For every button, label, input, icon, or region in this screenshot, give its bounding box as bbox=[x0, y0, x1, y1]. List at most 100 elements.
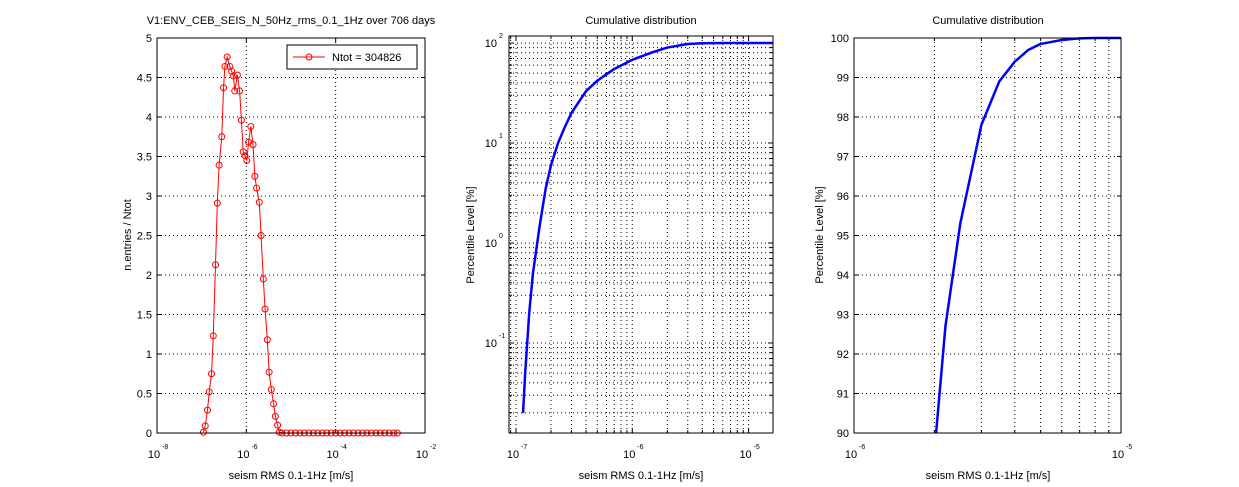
cdf-zoom-title: Cumulative distribution bbox=[932, 15, 1043, 27]
tick-label-base: 10 bbox=[623, 449, 635, 461]
tick-label-base: 10 bbox=[416, 449, 428, 461]
x-tick-label: 10-2 bbox=[416, 444, 436, 461]
x-tick-label: 10-6 bbox=[623, 444, 643, 461]
tick-label-base: 10 bbox=[485, 238, 497, 250]
tick-label-exponent: -7 bbox=[521, 444, 527, 451]
y-tick-label: 4.5 bbox=[137, 73, 152, 85]
y-tick-label: 96 bbox=[837, 191, 849, 203]
y-tick-label: 100 bbox=[831, 33, 849, 45]
tick-label-base: 10 bbox=[237, 449, 249, 461]
data-point-marker bbox=[257, 232, 265, 239]
x-tick-label: 10-5 bbox=[1112, 444, 1132, 461]
tick-label-exponent: 2 bbox=[499, 33, 503, 40]
tick-label-base: 10 bbox=[739, 449, 751, 461]
y-tick-label: 90 bbox=[837, 428, 849, 440]
data-point-marker bbox=[199, 428, 207, 436]
data-point-marker bbox=[241, 152, 249, 160]
data-point-marker bbox=[236, 87, 244, 95]
data-point-marker bbox=[220, 84, 228, 92]
data-point-marker bbox=[233, 71, 241, 79]
data-point-marker bbox=[270, 400, 278, 408]
tick-label-exponent: 0 bbox=[499, 233, 503, 240]
y-tick-label: 102 bbox=[485, 33, 503, 50]
y-tick-label: 4 bbox=[146, 112, 152, 124]
data-point-marker bbox=[243, 156, 251, 164]
data-point-marker bbox=[255, 198, 263, 206]
cdf-log-title: Cumulative distribution bbox=[585, 15, 696, 27]
cdf-curve bbox=[934, 36, 1121, 434]
data-point-marker bbox=[247, 122, 255, 130]
data-point-marker bbox=[221, 62, 229, 70]
tick-label-base: 10 bbox=[507, 449, 519, 461]
legend-marker bbox=[305, 53, 313, 61]
x-tick-label: 10-4 bbox=[327, 444, 347, 461]
tick-label-exponent: -6 bbox=[251, 444, 257, 451]
x-tick-label: 10-5 bbox=[739, 444, 759, 461]
y-tick-label: 2.5 bbox=[137, 231, 152, 243]
cdf-zoom-ylabel: Percentile Level [%] bbox=[814, 186, 826, 283]
data-point-marker bbox=[201, 422, 209, 430]
data-point-marker bbox=[231, 87, 239, 95]
data-point-marker bbox=[228, 67, 236, 75]
axes-box bbox=[156, 37, 426, 434]
x-tick-label: 10-6 bbox=[845, 444, 865, 461]
y-tick-label: 101 bbox=[485, 133, 503, 150]
data-point-marker bbox=[213, 199, 221, 207]
data-point-marker bbox=[249, 141, 257, 149]
cdf-log-xlabel: seism RMS 0.1-1Hz [m/s] bbox=[579, 470, 704, 482]
data-point-marker bbox=[229, 72, 237, 80]
tick-label-exponent: -6 bbox=[637, 444, 643, 451]
data-point-marker bbox=[261, 305, 269, 313]
data-point-marker bbox=[215, 161, 223, 169]
data-point-marker bbox=[223, 53, 231, 61]
data-point-marker bbox=[226, 62, 234, 70]
data-point-marker bbox=[237, 116, 245, 124]
axes-box bbox=[853, 37, 1122, 434]
y-tick-label: 5 bbox=[146, 33, 152, 45]
x-tick-label: 10-7 bbox=[507, 444, 527, 461]
tick-label-exponent: -2 bbox=[430, 444, 436, 451]
tick-label-base: 10 bbox=[148, 449, 160, 461]
x-tick-label: 10-6 bbox=[237, 444, 257, 461]
cdf-curve bbox=[521, 41, 773, 413]
histogram-legend: Ntot = 304826 bbox=[286, 44, 418, 70]
data-point-marker bbox=[209, 332, 217, 340]
tick-label-exponent: -4 bbox=[341, 444, 347, 451]
data-point-marker bbox=[274, 421, 282, 429]
y-tick-label: 0.5 bbox=[137, 389, 152, 401]
tick-label-base: 10 bbox=[485, 38, 497, 50]
legend-label: Ntot = 304826 bbox=[332, 52, 401, 64]
tick-label-exponent: -5 bbox=[1126, 444, 1132, 451]
y-tick-label: 97 bbox=[837, 152, 849, 164]
x-tick-label: 10-8 bbox=[148, 444, 168, 461]
y-tick-label: 91 bbox=[837, 389, 849, 401]
y-tick-label: 0 bbox=[146, 428, 152, 440]
y-tick-label: 92 bbox=[837, 349, 849, 361]
data-point-marker bbox=[218, 133, 226, 141]
y-tick-label: 98 bbox=[837, 112, 849, 124]
histogram-xlabel: seism RMS 0.1-1Hz [m/s] bbox=[229, 470, 354, 482]
tick-label-exponent: -1 bbox=[499, 333, 505, 340]
y-tick-label: 2 bbox=[146, 270, 152, 282]
axes-box bbox=[508, 35, 774, 434]
tick-label-base: 10 bbox=[327, 449, 339, 461]
y-tick-label: 10-1 bbox=[485, 333, 506, 350]
data-point-marker bbox=[259, 275, 267, 283]
y-tick-label: 99 bbox=[837, 73, 849, 85]
data-point-marker bbox=[251, 172, 259, 180]
tick-label-exponent: -5 bbox=[754, 444, 760, 451]
cdf-zoom-xlabel: seism RMS 0.1-1Hz [m/s] bbox=[926, 470, 1051, 482]
y-tick-label: 3 bbox=[146, 191, 152, 203]
data-point-marker bbox=[203, 406, 211, 414]
tick-label-exponent: -6 bbox=[859, 444, 865, 451]
data-point-marker bbox=[205, 388, 213, 396]
histogram-title: V1:ENV_CEB_SEIS_N_50Hz_rms_0.1_1Hz over … bbox=[147, 15, 436, 27]
tick-label-exponent: -8 bbox=[162, 444, 168, 451]
tick-label-base: 10 bbox=[845, 449, 857, 461]
y-tick-label: 3.5 bbox=[137, 152, 152, 164]
data-point-marker bbox=[267, 386, 275, 394]
cdf-log-ylabel: Percentile Level [%] bbox=[465, 186, 477, 283]
